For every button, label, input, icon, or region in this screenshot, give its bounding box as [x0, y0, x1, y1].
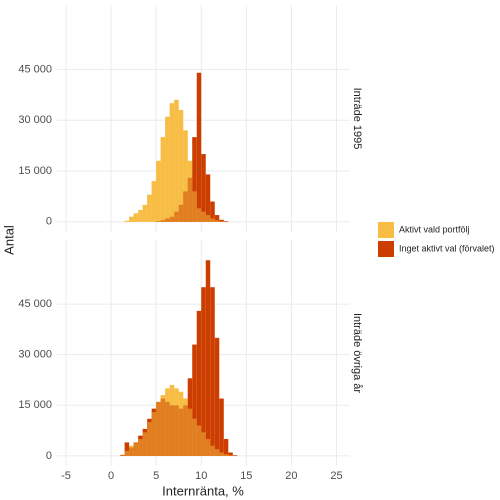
- bar-overlay: [165, 388, 170, 456]
- y-tick-label: 15 000: [18, 399, 52, 411]
- bar: [192, 344, 197, 456]
- x-tick-label: 15: [240, 470, 252, 482]
- bar-overlay: [156, 401, 161, 456]
- bar-overlay: [205, 439, 211, 456]
- bar-overlay: [178, 391, 184, 456]
- bar-overlay: [142, 432, 148, 456]
- bar-overlay: [160, 137, 166, 222]
- y-tick-label: 30 000: [18, 349, 52, 361]
- x-tick-label: -5: [61, 470, 71, 482]
- bar-overlay: [174, 99, 179, 222]
- bar-overlay: [156, 160, 161, 222]
- bar-overlay: [214, 449, 220, 456]
- bar: [192, 137, 197, 222]
- y-tick-label: 0: [46, 450, 52, 462]
- y-tick-label: 0: [46, 216, 52, 228]
- bar-overlay: [133, 213, 139, 222]
- x-tick-label: 0: [108, 470, 114, 482]
- bar: [205, 174, 211, 222]
- bar: [228, 452, 233, 456]
- bar-overlay: [124, 450, 130, 456]
- x-tick-label: 10: [195, 470, 207, 482]
- bar-overlay: [192, 418, 197, 456]
- bar-overlay: [183, 398, 188, 456]
- bar: [196, 72, 202, 222]
- bar: [219, 398, 224, 456]
- bar-overlay: [142, 204, 148, 222]
- bar-overlay: [174, 388, 179, 456]
- bar: [214, 337, 220, 456]
- y-tick-label: 30 000: [18, 114, 52, 126]
- bar-overlay: [129, 216, 134, 222]
- y-tick-label: 15 000: [18, 165, 52, 177]
- bar-overlay: [210, 445, 215, 456]
- bar-overlay: [201, 211, 206, 222]
- bar-overlay: [223, 454, 229, 456]
- bar: [232, 455, 238, 456]
- bar-overlay: [124, 220, 130, 222]
- y-tick-label: 45 000: [18, 63, 52, 75]
- bar-overlay: [138, 439, 143, 456]
- bar-overlay: [219, 452, 224, 456]
- bar-overlay: [196, 425, 202, 456]
- bar-overlay: [151, 181, 157, 222]
- bar-overlay: [201, 432, 206, 456]
- legend-key: [378, 241, 394, 257]
- facet-label: Inträde övriga år: [351, 313, 363, 393]
- y-axis-title: Antal: [1, 225, 16, 255]
- legend-key: [378, 222, 394, 238]
- bar: [201, 287, 206, 456]
- bar-overlay: [169, 385, 175, 456]
- bar: [196, 310, 202, 456]
- bar: [205, 260, 211, 456]
- bar-overlay: [138, 209, 143, 222]
- bar-overlay: [178, 110, 184, 222]
- bar-overlay: [228, 455, 233, 456]
- bar: [124, 442, 130, 456]
- bar-overlay: [214, 220, 220, 222]
- bar-overlay: [183, 130, 188, 222]
- bar-overlay: [196, 208, 202, 222]
- bar-overlay: [219, 221, 224, 222]
- bar: [223, 439, 229, 456]
- bar-overlay: [192, 191, 197, 222]
- bar-overlay: [147, 194, 152, 222]
- bar-overlay: [151, 412, 157, 456]
- bar: [223, 221, 229, 222]
- facet-label: Inträde 1995: [351, 88, 363, 150]
- bar: [210, 287, 215, 456]
- legend-label: Inget aktivt val (förvalet): [399, 243, 495, 253]
- legend-label: Aktivt vald portfölj: [399, 224, 470, 234]
- bar: [201, 154, 206, 222]
- bar-overlay: [187, 408, 193, 456]
- bar-overlay: [129, 445, 134, 456]
- bar-overlay: [187, 160, 193, 222]
- bar-overlay: [210, 218, 215, 222]
- x-tick-label: 20: [285, 470, 297, 482]
- x-tick-label: 5: [153, 470, 159, 482]
- bar-overlay: [147, 422, 152, 456]
- bar-overlay: [205, 215, 211, 222]
- bar-overlay: [120, 455, 125, 456]
- bar: [219, 219, 224, 222]
- x-tick-label: 25: [330, 470, 342, 482]
- y-tick-label: 45 000: [18, 298, 52, 310]
- bar: [214, 215, 220, 222]
- x-axis-title: Internränta, %: [162, 483, 244, 498]
- bar-overlay: [160, 395, 166, 456]
- bar: [210, 201, 215, 222]
- bar-overlay: [165, 116, 170, 222]
- bar-overlay: [133, 442, 139, 456]
- bar-overlay: [169, 103, 175, 222]
